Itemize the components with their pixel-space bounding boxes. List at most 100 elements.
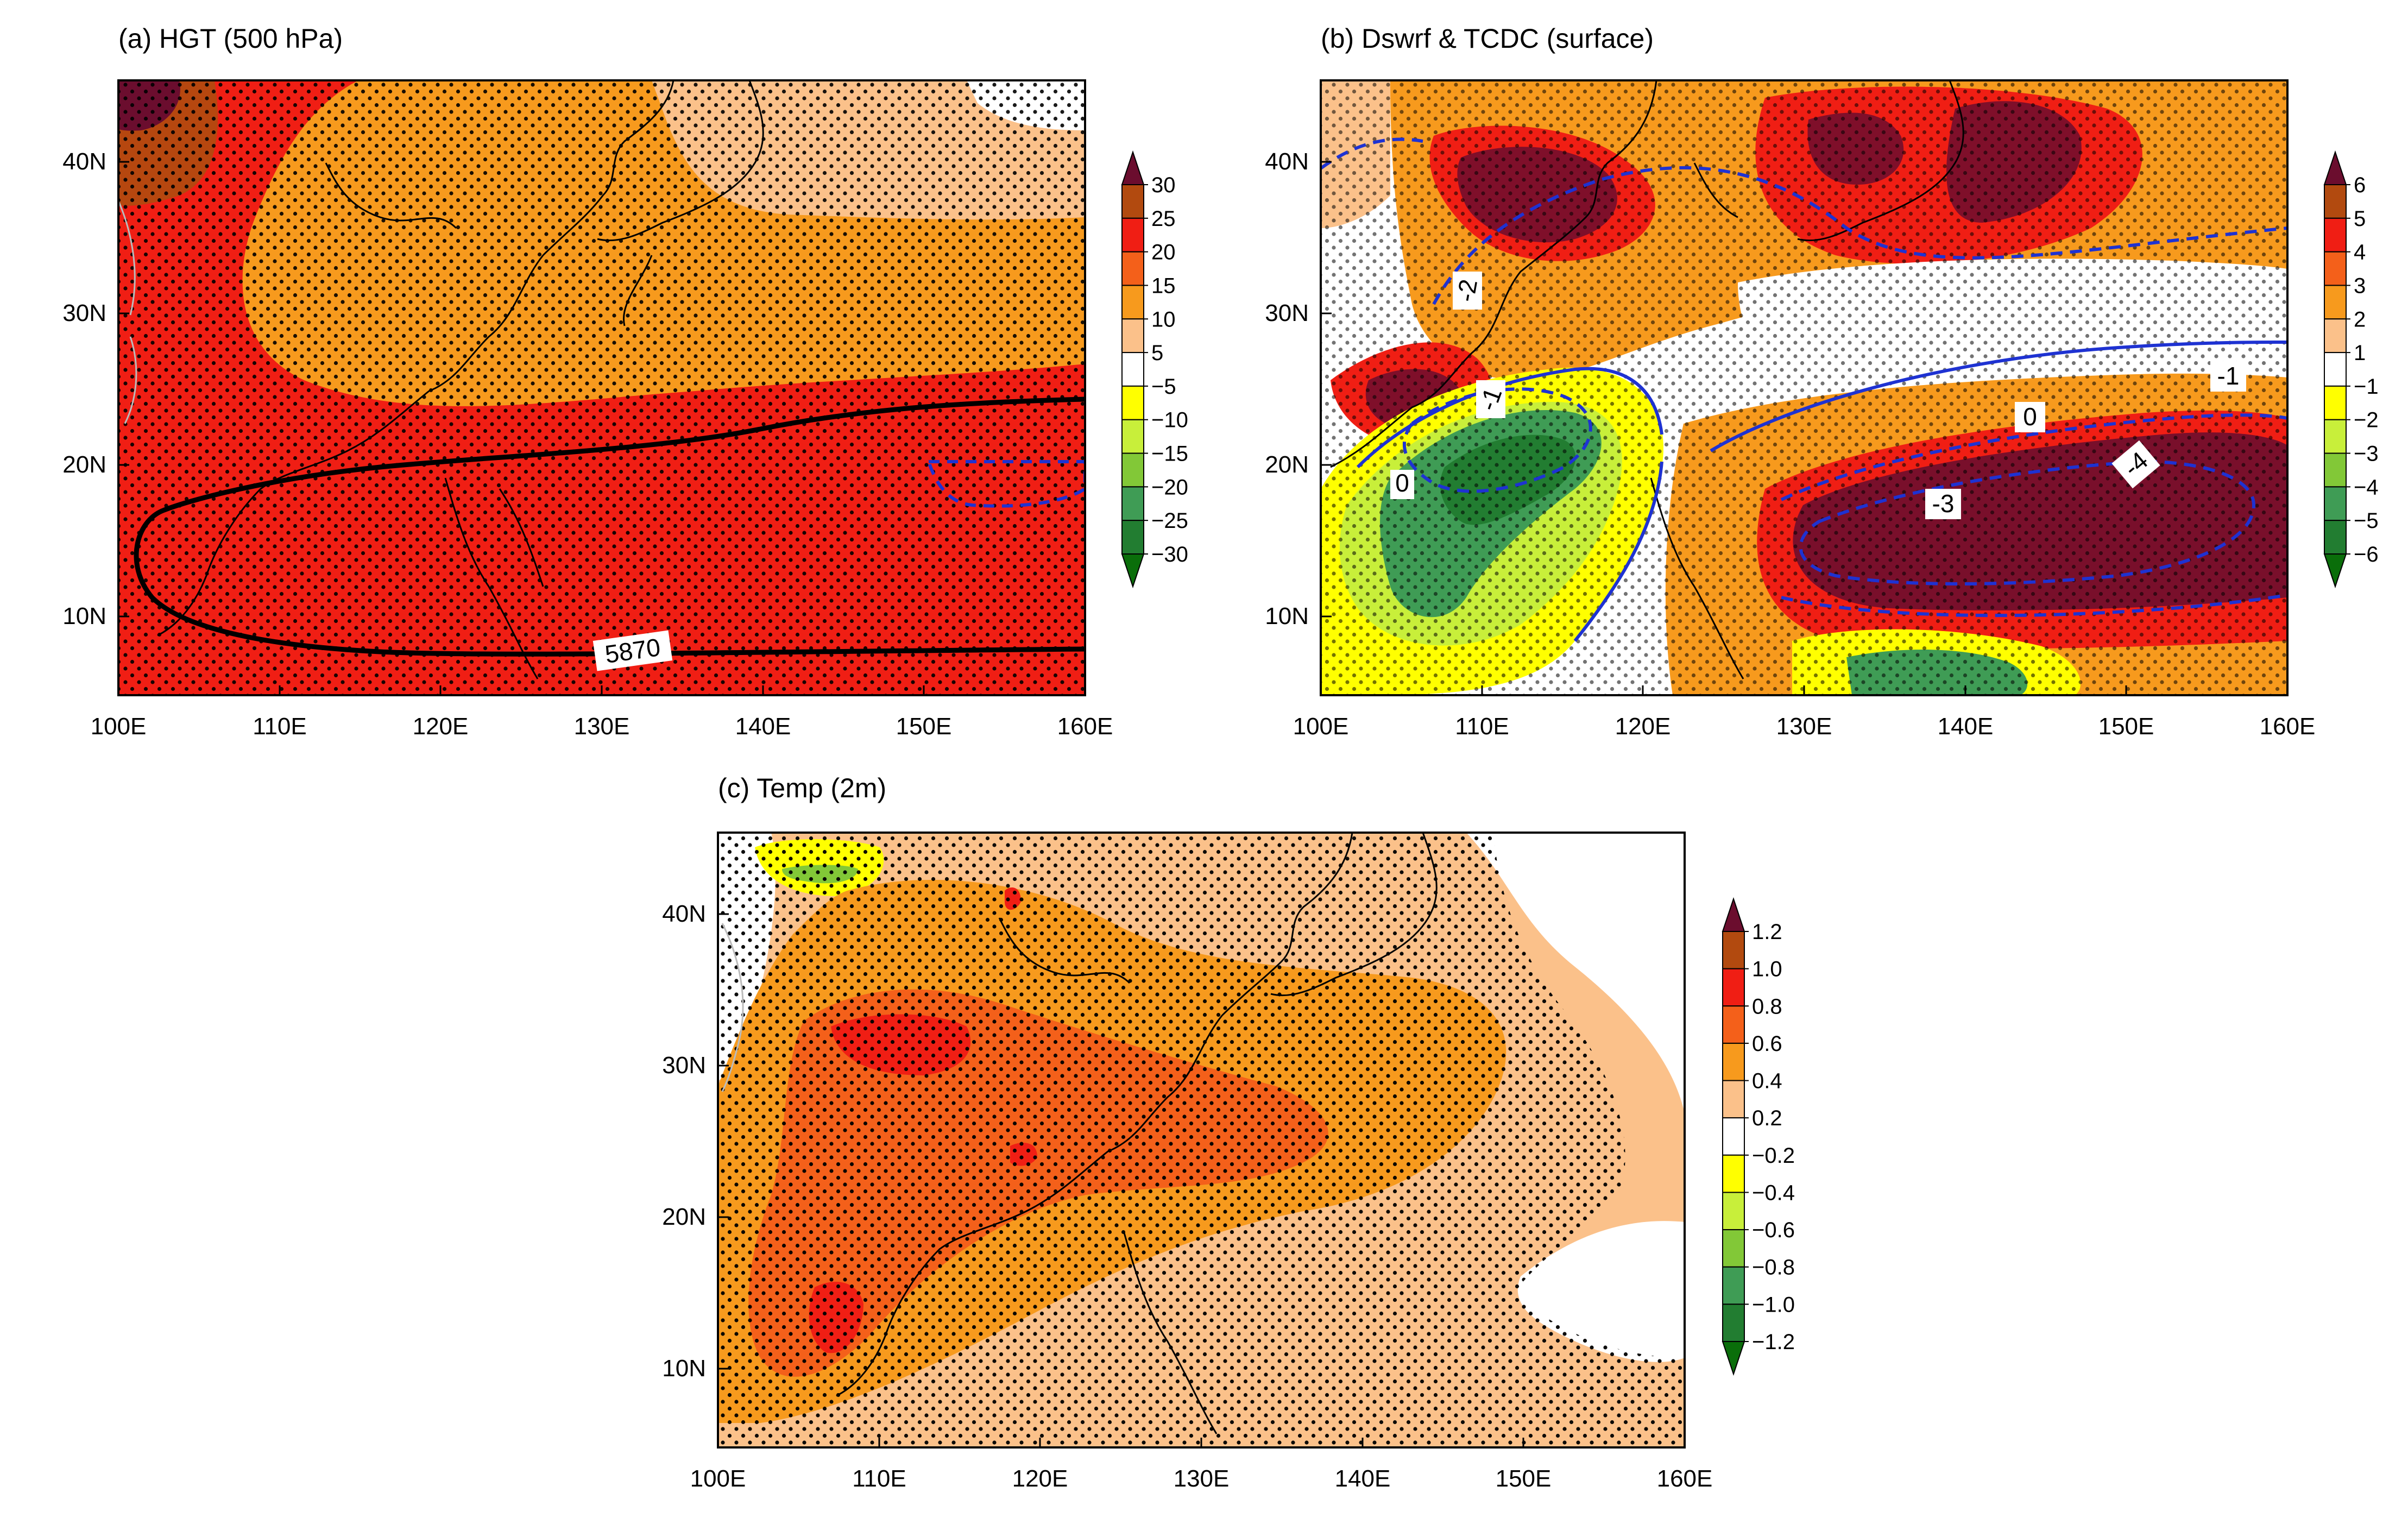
panel-b-contour-label-box bbox=[2015, 402, 2045, 432]
panel-a-xtick: 130E bbox=[574, 713, 630, 740]
panel-b-contour-label-box bbox=[1453, 272, 1482, 310]
panel-a-ytick: 20N bbox=[62, 451, 106, 478]
colorbar-label: 0.8 bbox=[1752, 994, 1782, 1018]
panel-b-contour-neg-south bbox=[1780, 413, 2287, 618]
colorbar-swatch bbox=[2324, 184, 2347, 219]
colorbar-label: 0.2 bbox=[1752, 1106, 1782, 1130]
panel-a-y-axis: 40N 30N 20N 10N bbox=[62, 148, 106, 629]
panel-b-contour-label-box bbox=[2111, 440, 2160, 489]
colorbar-label: 20 bbox=[1151, 241, 1176, 265]
panel-c-ytick: 30N bbox=[662, 1052, 706, 1079]
panel-b-ytick: 10N bbox=[1265, 603, 1309, 629]
panel-a-coastline-japan bbox=[597, 80, 764, 326]
panel-c-xtick: 150E bbox=[1496, 1465, 1552, 1492]
panel-a-xtick: 110E bbox=[253, 713, 307, 740]
colorbar-label: 15 bbox=[1151, 274, 1176, 298]
panel-b-contour-zero-east bbox=[1710, 341, 2287, 452]
panel-b-y-axis: 40N 30N 20N 10N bbox=[1265, 148, 1309, 629]
colorbar-arrow-top bbox=[1121, 150, 1145, 185]
panel-a-title: (a) HGT (500 hPa) bbox=[118, 23, 343, 54]
panel-c-ticks bbox=[718, 913, 1524, 1447]
colorbar-label: −25 bbox=[1151, 509, 1188, 533]
colorbar-label: −1.2 bbox=[1752, 1330, 1795, 1354]
panel-b-xtick: 120E bbox=[1615, 713, 1671, 740]
panel-c-xtick: 140E bbox=[1335, 1465, 1391, 1492]
panel-c-xtick: 100E bbox=[690, 1465, 746, 1492]
panel-a-map-area: 5870 bbox=[118, 80, 1085, 695]
colorbar-label: −0.2 bbox=[1752, 1144, 1795, 1168]
colorbar-label: −0.6 bbox=[1752, 1218, 1795, 1242]
colorbar-swatch bbox=[1121, 520, 1144, 555]
colorbar-label: 1 bbox=[2354, 341, 2366, 365]
panel-c-ytick: 20N bbox=[662, 1204, 706, 1230]
colorbar-label: 4 bbox=[2354, 241, 2366, 265]
colorbar-arrow-top bbox=[2323, 150, 2347, 185]
panel-a-hgt-500hpa: (a) HGT (500 hPa) 5870 100E bbox=[62, 23, 1188, 740]
colorbar-swatch bbox=[2324, 285, 2347, 320]
panel-a-border-gray bbox=[118, 200, 137, 424]
colorbar-arrow-bottom bbox=[1722, 1341, 1745, 1376]
colorbar-swatch bbox=[2324, 251, 2347, 286]
colorbar-label: −10 bbox=[1151, 408, 1188, 432]
panel-a-negative-contour bbox=[926, 460, 1085, 508]
colorbar-swatch bbox=[1121, 419, 1144, 454]
colorbar-label: 10 bbox=[1151, 307, 1176, 331]
colorbar-label: 0.6 bbox=[1752, 1032, 1782, 1056]
panel-a-xtick: 140E bbox=[735, 713, 791, 740]
colorbar-label: 25 bbox=[1151, 207, 1176, 231]
panel-b-ytick: 30N bbox=[1265, 300, 1309, 326]
colorbar-label: 1.2 bbox=[1752, 920, 1782, 944]
colorbar-swatch bbox=[1722, 1117, 1745, 1156]
panel-c-xtick: 160E bbox=[1657, 1465, 1713, 1492]
colorbar-label: −20 bbox=[1151, 475, 1188, 499]
colorbar-label: −2 bbox=[2354, 408, 2379, 432]
colorbar-swatch bbox=[2324, 318, 2347, 354]
panel-a-xtick: 150E bbox=[896, 713, 952, 740]
colorbar-swatch bbox=[2324, 352, 2347, 387]
colorbar-swatch bbox=[1722, 1266, 1745, 1305]
colorbar-swatch bbox=[1121, 251, 1144, 286]
panel-c-border-gray bbox=[721, 923, 744, 1092]
colorbar-swatch bbox=[1722, 1080, 1745, 1119]
colorbar-swatch bbox=[1722, 1192, 1745, 1231]
panel-c-significance-stipple bbox=[718, 833, 1685, 1447]
panel-b-contour-label-box bbox=[1925, 489, 1961, 519]
panel-c-map-area bbox=[718, 833, 1685, 1447]
panel-b-title: (b) Dswrf & TCDC (surface) bbox=[1321, 23, 1654, 54]
panel-c-xtick: 120E bbox=[1012, 1465, 1068, 1492]
colorbar-swatch bbox=[1722, 1005, 1745, 1044]
panel-b-xtick: 130E bbox=[1776, 713, 1832, 740]
colorbar-swatch bbox=[1121, 352, 1144, 387]
colorbar-label: 0.4 bbox=[1752, 1069, 1782, 1093]
colorbar-swatch bbox=[1722, 968, 1745, 1007]
panel-b-xtick: 110E bbox=[1455, 713, 1509, 740]
panel-b-contour-label-box bbox=[2210, 361, 2246, 392]
panel-a-coastline-mainland bbox=[157, 80, 675, 637]
colorbar-swatch bbox=[2324, 452, 2347, 488]
panel-a-ytick: 10N bbox=[62, 603, 106, 629]
panel-c-coastline-philippines bbox=[1123, 1232, 1218, 1434]
panel-b-coastline-japan bbox=[1797, 80, 1964, 242]
panel-b-xtick: 150E bbox=[2098, 713, 2154, 740]
panel-b-contour-label: 0 bbox=[1395, 469, 1409, 497]
panel-b-contour-labels: -2 -1 0 -1 0 -3 -4 bbox=[1390, 272, 2246, 519]
panel-b-contour-label: 0 bbox=[2023, 402, 2037, 431]
panel-b-ytick: 40N bbox=[1265, 148, 1309, 175]
colorbar-label: 3 bbox=[2354, 274, 2366, 298]
panel-b-ytick: 20N bbox=[1265, 451, 1309, 478]
panel-b-contour-neg-north bbox=[1321, 137, 2287, 305]
panel-a-contour-label-box bbox=[592, 630, 673, 671]
panel-a-significance-stipple bbox=[118, 80, 1085, 695]
panel-c-coastline-japan bbox=[1270, 833, 1438, 997]
panel-c-xtick: 130E bbox=[1174, 1465, 1230, 1492]
panel-b-xtick: 160E bbox=[2260, 713, 2316, 740]
panel-a-ytick: 40N bbox=[62, 148, 106, 175]
colorbar-swatch bbox=[1722, 1042, 1745, 1081]
panel-c-coastline-mainland bbox=[836, 833, 1353, 1397]
colorbar-label: −5 bbox=[2354, 509, 2379, 533]
colorbar-label: −6 bbox=[2354, 543, 2379, 566]
panel-a-colorbar: 30 25 20 15 10 5 −5 −10 −15 −20 −25 −30 bbox=[1121, 150, 1188, 589]
panel-a-ticks bbox=[117, 161, 925, 695]
colorbar-label: −15 bbox=[1151, 442, 1188, 466]
colorbar-label: −5 bbox=[1151, 375, 1176, 399]
